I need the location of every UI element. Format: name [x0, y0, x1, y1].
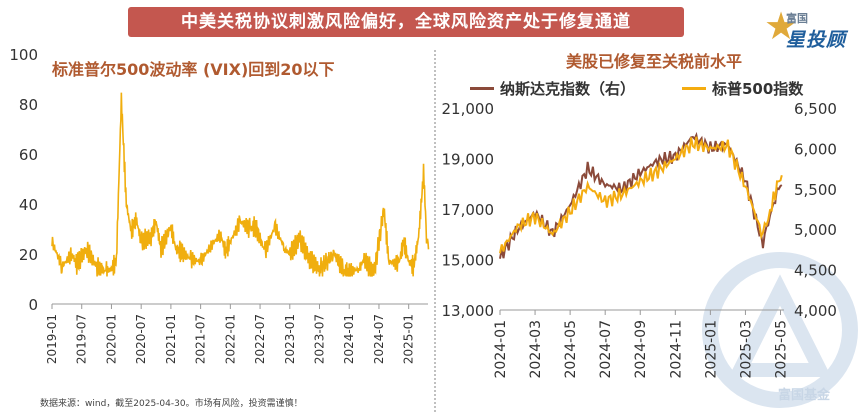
- vix-x-tick-label: 2019-01: [45, 314, 59, 364]
- vix-x-tick-label: 2022-01: [223, 314, 237, 364]
- star-icon: ★: [764, 4, 799, 48]
- vix-x-tick-label: 2019-07: [75, 314, 89, 364]
- index-x-tick-label: 2025-01: [703, 320, 719, 379]
- legend-label-nasdaq: 纳斯达克指数（右）: [500, 80, 636, 98]
- vix-x-tick-label: 2021-07: [194, 314, 208, 364]
- vix-y-tick-label: 40: [19, 196, 38, 214]
- vix-y-tick-label: 20: [19, 246, 38, 264]
- vix-x-tick-label: 2020-07: [134, 314, 148, 364]
- index-left-y-tick-label: 19,000: [442, 151, 495, 169]
- index-x-tick-label: 2024-01: [493, 320, 509, 379]
- vix-series-line: [51, 92, 430, 277]
- logo-small-text: 富国: [786, 12, 808, 25]
- nasdaq-series-line: [499, 131, 783, 259]
- index-x-tick-label: 2024-09: [633, 320, 649, 379]
- vix-x-tick-label: 2025-01: [402, 314, 416, 364]
- index-right-y-tick-label: 4,000: [794, 302, 837, 320]
- vix-x-tick-label: 2023-07: [313, 314, 327, 364]
- vix-x-tick-label: 2023-01: [283, 314, 297, 364]
- source-note: 数据来源：wind，截至2025-04-30。市场有风险，投资需谨慎！: [40, 399, 303, 409]
- index-left-y-tick-label: 21,000: [442, 100, 495, 118]
- index-right-y-tick-label: 5,000: [794, 221, 837, 239]
- headline-banner: 中美关税协议刺激风险偏好，全球风险资产处于修复通道: [128, 7, 684, 37]
- index-x-tick-label: 2025-03: [738, 320, 754, 379]
- index-right-y-tick-label: 4,500: [794, 262, 837, 280]
- vix-y-tick-label: 100: [9, 46, 38, 64]
- vix-x-tick-label: 2024-01: [342, 314, 356, 364]
- legend-swatch-nasdaq: [470, 87, 494, 90]
- index-right-y-tick-label: 6,500: [794, 100, 837, 118]
- legend-label-sp500: 标普500指数: [712, 80, 804, 98]
- index-x-tick-label: 2024-03: [528, 320, 544, 379]
- vix-y-tick-label: 80: [19, 96, 38, 114]
- panel-divider: [434, 50, 436, 412]
- index-right-y-tick-label: 6,000: [794, 140, 837, 158]
- vix-x-tick-label: 2024-07: [372, 314, 386, 364]
- vix-y-tick-label: 60: [19, 146, 38, 164]
- index-x-tick-label: 2024-07: [598, 320, 614, 379]
- index-left-y-tick-label: 17,000: [442, 201, 495, 219]
- logo-big-text: 星投顾: [786, 29, 847, 51]
- index-x-tick-label: 2025-05: [773, 320, 789, 379]
- index-chart-title: 美股已修复至关税前水平: [566, 52, 743, 71]
- index-x-tick-label: 2024-11: [668, 320, 684, 379]
- vix-y-tick-label: 0: [28, 296, 38, 314]
- sp500-series-line: [499, 136, 783, 254]
- vix-x-tick-label: 2022-07: [253, 314, 267, 364]
- index-left-y-tick-label: 13,000: [442, 302, 495, 320]
- brand-logo: ★ 富国 星投顾: [764, 4, 860, 51]
- watermark-text: 富国基金: [778, 388, 831, 403]
- index-x-tick-label: 2024-05: [563, 320, 579, 379]
- watermark-logo-icon: [702, 252, 858, 408]
- vix-x-tick-label: 2021-01: [164, 314, 178, 364]
- legend-swatch-sp500: [682, 87, 706, 90]
- index-left-y-tick-label: 15,000: [442, 252, 495, 270]
- index-right-y-tick-label: 5,500: [794, 181, 837, 199]
- vix-chart-title: 标准普尔500波动率 (VIX)回到20以下: [52, 60, 335, 79]
- vix-x-tick-label: 2020-01: [104, 314, 118, 364]
